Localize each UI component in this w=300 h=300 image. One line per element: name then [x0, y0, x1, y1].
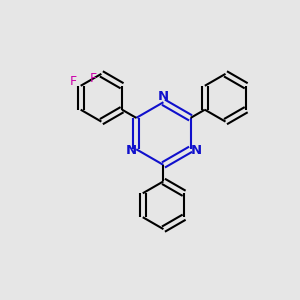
- Text: N: N: [190, 144, 202, 157]
- Text: F: F: [90, 72, 97, 85]
- Text: N: N: [125, 144, 136, 157]
- Text: F: F: [69, 75, 76, 88]
- Text: N: N: [158, 90, 169, 103]
